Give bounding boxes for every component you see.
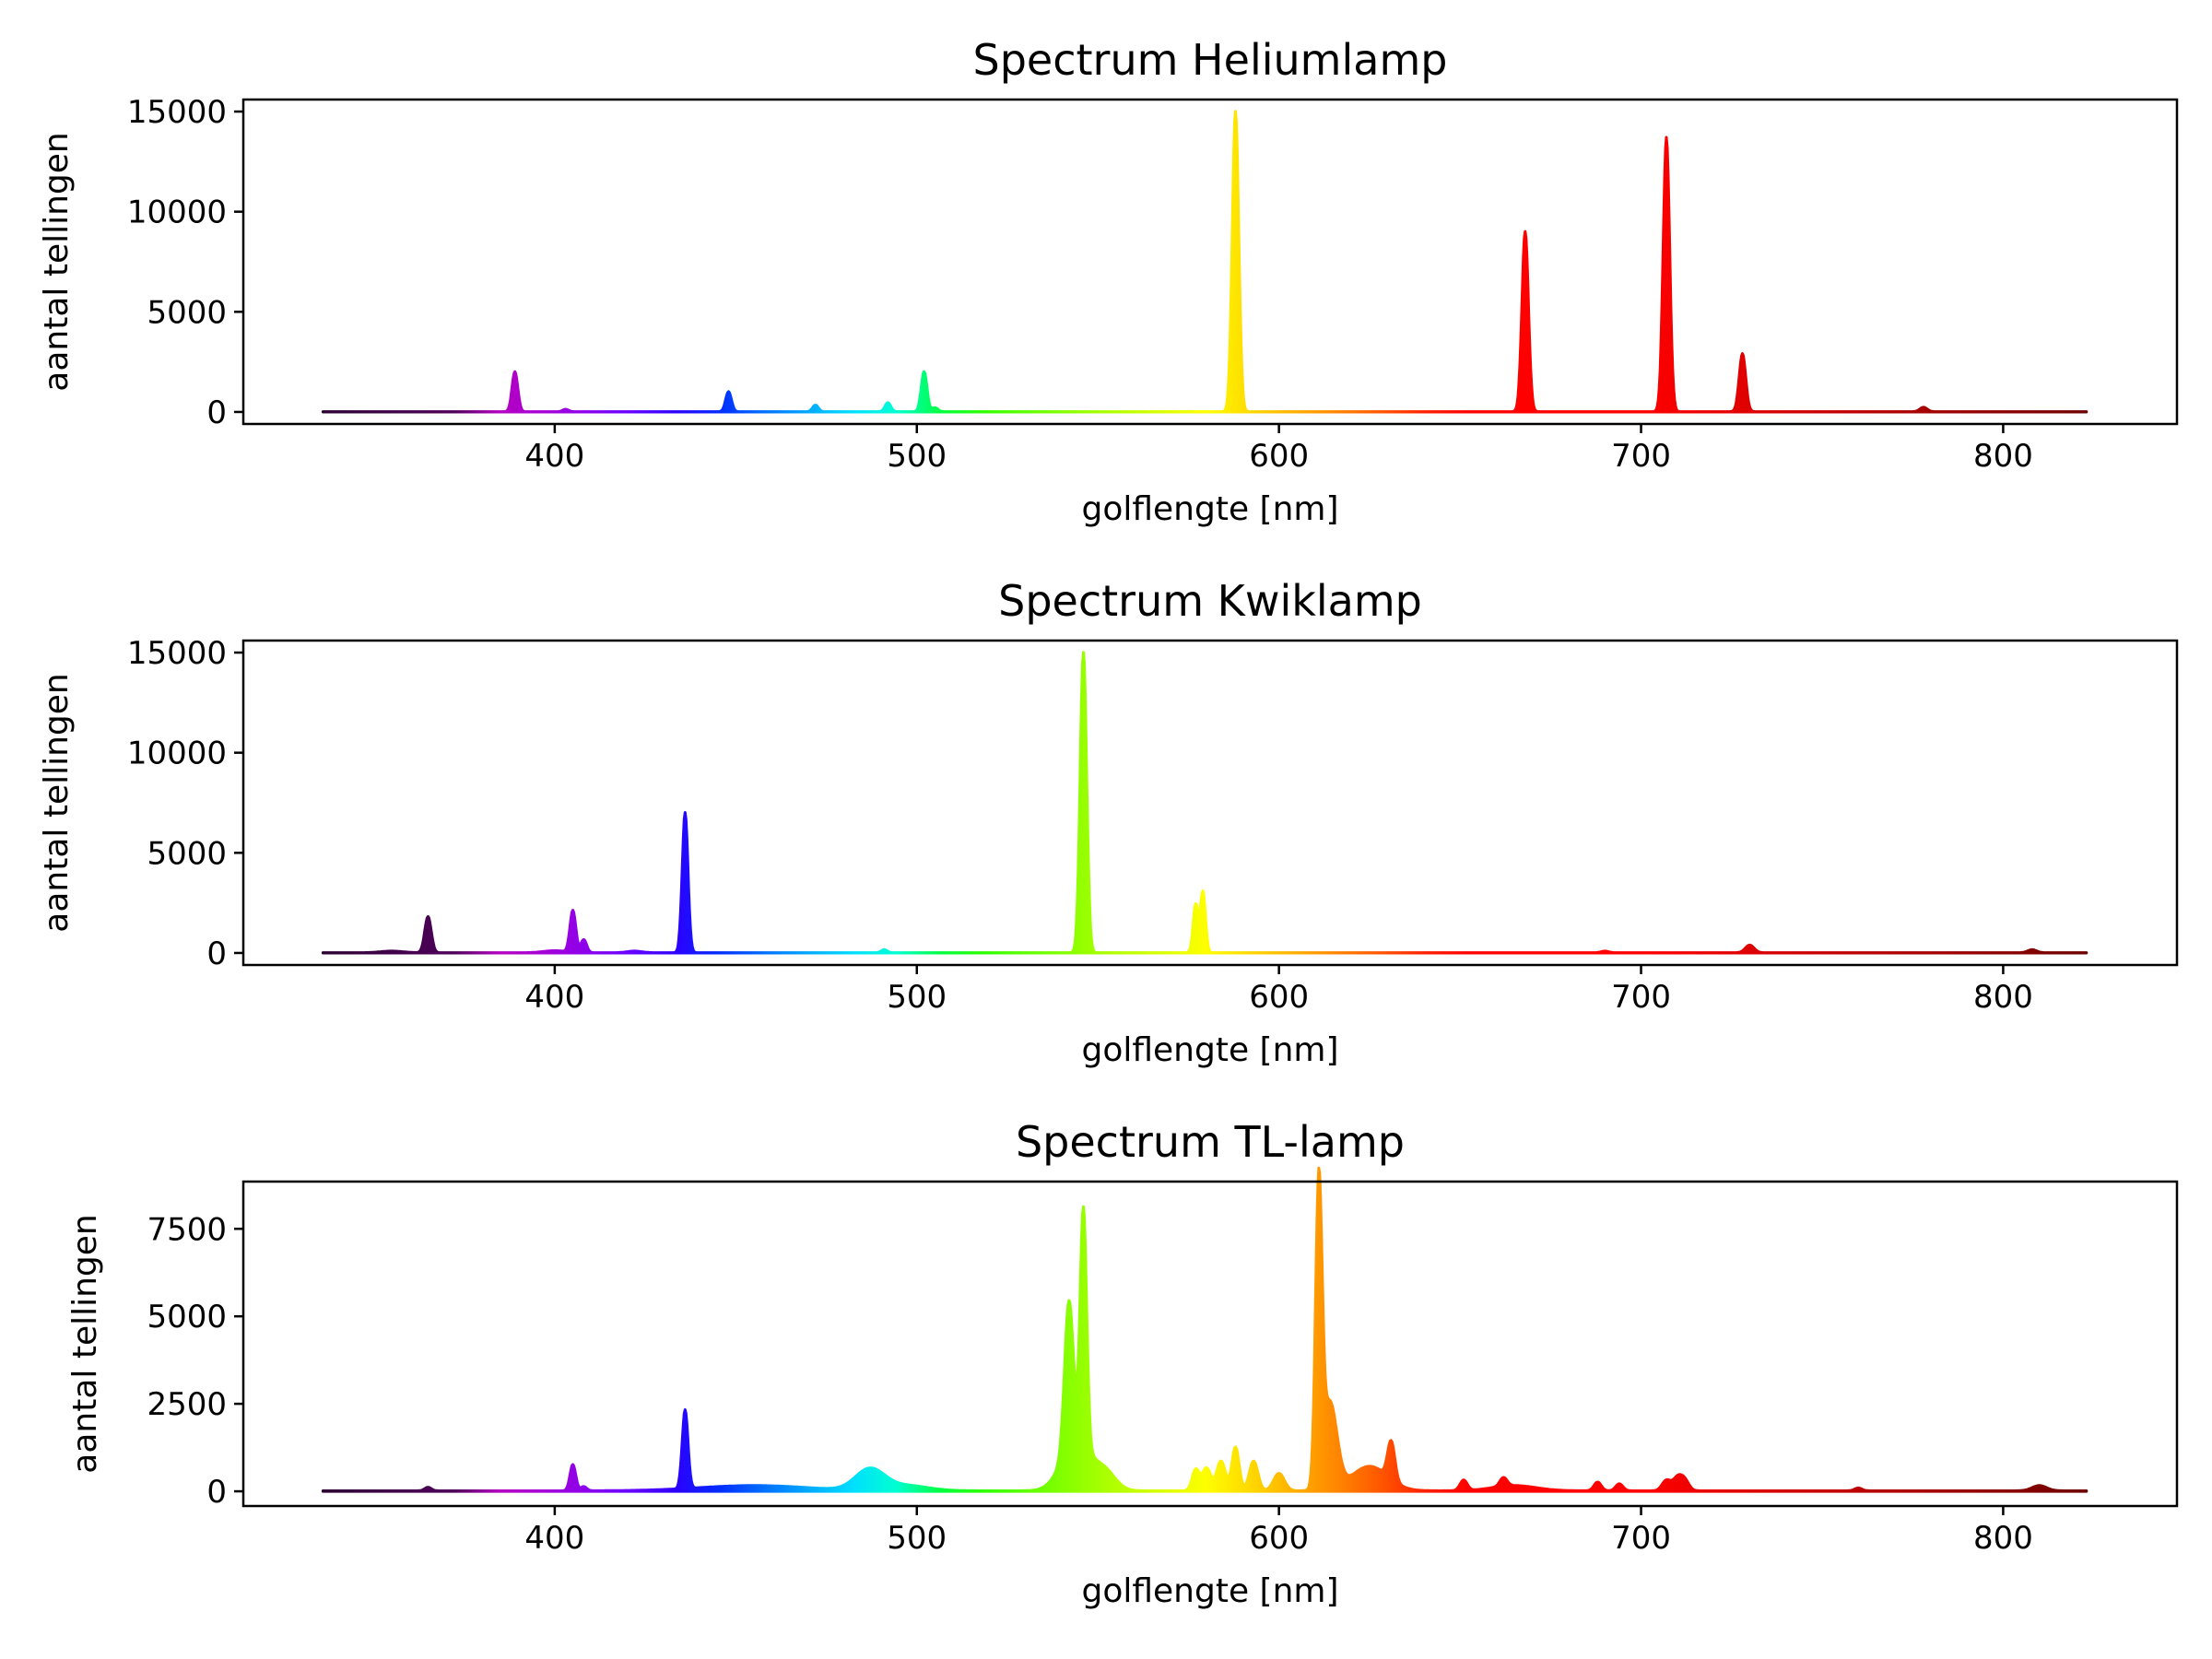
plot-frame [241,98,2179,426]
plot-frame [241,639,2179,967]
y-axis-label: aantal tellingen [66,1214,104,1473]
x-axis-ticks: 400 500 600 700 800 [524,965,2033,1016]
x-axis-ticks: 400 500 600 700 800 [524,424,2033,475]
plot-frame [241,1180,2179,1508]
y-axis-ticks: 0 5000 10000 15000 [127,94,243,431]
spectrum-series [321,110,2088,414]
x-tick-label: 500 [887,438,947,475]
x-tick-label: 800 [1973,1520,2033,1557]
chart-panel-helium: Spectrum Heliumlamp 400 500 600 700 800 0 500… [38,35,2179,528]
y-axis-label: aantal tellingen [38,132,76,391]
y-tick-label: 5000 [147,835,227,872]
x-tick-label: 700 [1611,438,1671,475]
y-tick-label: 0 [206,1474,227,1511]
x-tick-label: 400 [524,1520,584,1557]
y-tick-label: 0 [206,935,227,972]
x-tick-label: 800 [1973,438,2033,475]
y-tick-label: 5000 [147,294,227,331]
x-tick-label: 600 [1249,1520,1309,1557]
x-axis-ticks: 400 500 600 700 800 [524,1506,2033,1557]
y-tick-label: 10000 [127,735,227,772]
chart-title: Spectrum Heliumlamp [973,35,1448,85]
spectrum-area [321,110,2088,414]
x-tick-label: 700 [1611,1520,1671,1557]
spectrum-series [321,1166,2088,1493]
chart-panel-kwik: Spectrum Kwiklamp 400 500 600 700 800 0 5000 1… [38,576,2179,1069]
x-tick-label: 600 [1249,979,1309,1016]
x-tick-label: 700 [1611,979,1671,1016]
y-tick-label: 2500 [147,1386,227,1423]
x-tick-label: 400 [524,979,584,1016]
y-axis-label: aantal tellingen [38,673,76,932]
x-axis-label: golflengte [nm] [1081,490,1338,528]
spectrum-series [321,651,2088,955]
y-tick-label: 10000 [127,194,227,231]
x-tick-label: 800 [1973,979,2033,1016]
y-tick-label: 7500 [147,1211,227,1248]
y-axis-ticks: 0 2500 5000 7500 [147,1211,243,1511]
y-tick-label: 15000 [127,635,227,672]
y-axis-ticks: 0 5000 10000 15000 [127,635,243,972]
x-tick-label: 600 [1249,438,1309,475]
spectrum-area [321,1166,2088,1493]
x-tick-label: 500 [887,1520,947,1557]
chart-title: Spectrum Kwiklamp [998,576,1422,626]
y-tick-label: 15000 [127,94,227,131]
chart-panel-tl: Spectrum TL-lamp 400 500 600 700 800 0 2500 50… [66,1117,2179,1610]
x-tick-label: 400 [524,438,584,475]
spectrum-area [321,651,2088,955]
x-axis-label: golflengte [nm] [1081,1031,1338,1069]
chart-title: Spectrum TL-lamp [1016,1117,1405,1167]
x-tick-label: 500 [887,979,947,1016]
y-tick-label: 5000 [147,1299,227,1335]
y-tick-label: 0 [206,394,227,431]
x-axis-label: golflengte [nm] [1081,1572,1338,1610]
